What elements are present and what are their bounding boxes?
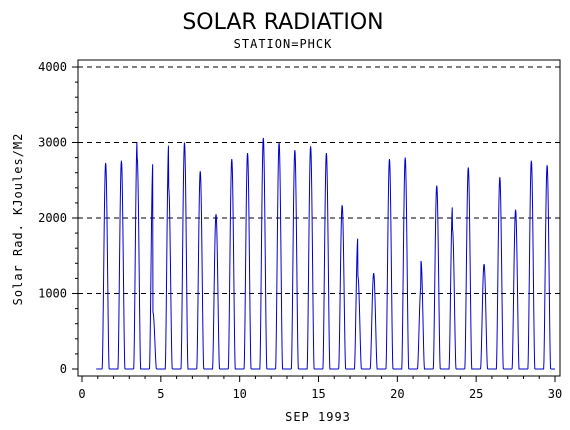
grid-lines [78,66,560,294]
chart-subtitle: STATION=PHCK [234,37,333,51]
x-axis-ticks: 0 5 10 15 20 25 30 [78,376,562,401]
series-line [96,137,555,370]
x-tick-label: 20 [390,387,404,401]
x-tick-label: 10 [232,387,246,401]
y-tick-label: 0 [60,362,67,376]
x-tick-label: 25 [469,387,483,401]
y-tick-label: 4000 [38,60,67,74]
y-tick-label: 2000 [38,211,67,225]
x-tick-label: 0 [78,387,85,401]
y-axis-label: Solar Rad. KJoules/M2 [11,133,25,306]
y-tick-label: 1000 [38,287,67,301]
x-tick-label: 30 [548,387,562,401]
y-axis-ticks: 0 1000 2000 3000 4000 [38,60,78,376]
chart-title: SOLAR RADIATION [182,10,383,35]
y-tick-label: 3000 [38,136,67,150]
x-axis-label: SEP 1993 [285,410,351,424]
series-group [96,137,555,370]
x-tick-label: 5 [157,387,164,401]
x-tick-label: 15 [311,387,325,401]
